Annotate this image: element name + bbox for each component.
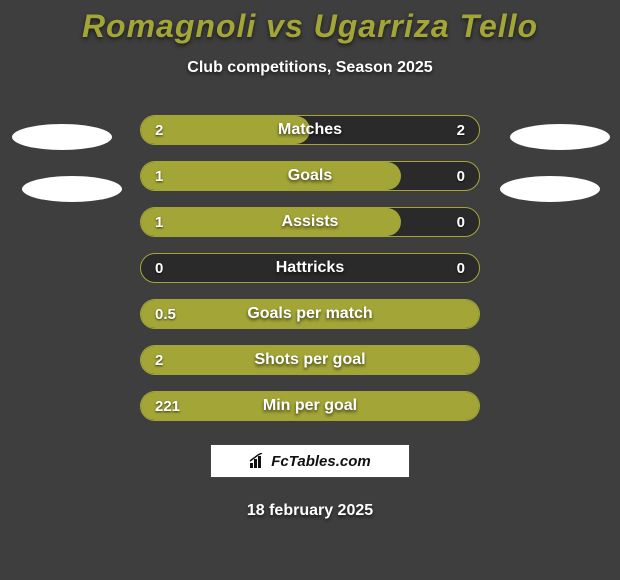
player-marker <box>510 124 610 150</box>
stat-row: 10Goals <box>140 161 480 191</box>
stat-row: 0 0Hattricks <box>140 253 480 283</box>
player-marker <box>22 176 122 202</box>
player-marker <box>12 124 112 150</box>
footer-date: 18 february 2025 <box>0 502 620 520</box>
stat-label: Hattricks <box>141 254 479 282</box>
stat-row: 22Matches <box>140 115 480 145</box>
stat-right-value: 2 <box>457 116 465 144</box>
stat-left-value: 2 <box>155 346 163 374</box>
stat-left-value: 1 <box>155 162 163 190</box>
stat-bar-fill <box>141 392 479 420</box>
stat-bar-fill <box>141 116 310 144</box>
source-badge-text: FcTables.com <box>271 453 370 470</box>
subtitle: Club competitions, Season 2025 <box>0 59 620 77</box>
stat-left-value: 2 <box>155 116 163 144</box>
stat-right-value: 0 <box>457 162 465 190</box>
stat-left-value: 0.5 <box>155 300 176 328</box>
player-marker <box>500 176 600 202</box>
chart-icon <box>249 453 267 469</box>
stat-rows: 22Matches10Goals10Assists00Hattricks0.5G… <box>0 115 620 421</box>
stat-bar-fill <box>141 346 479 374</box>
source-badge[interactable]: FcTables.com <box>210 444 410 478</box>
page-title: Romagnoli vs Ugarriza Tello <box>0 0 620 45</box>
stat-right-value: 0 <box>457 254 465 282</box>
comparison-card: Romagnoli vs Ugarriza Tello Club competi… <box>0 0 620 580</box>
stat-row: 10Assists <box>140 207 480 237</box>
stat-bar-fill <box>141 300 479 328</box>
stat-bar-fill <box>141 162 401 190</box>
stat-right-value: 0 <box>457 208 465 236</box>
stat-row: 2Shots per goal <box>140 345 480 375</box>
stat-left-value: 221 <box>155 392 180 420</box>
stat-bar-fill <box>141 208 401 236</box>
stat-left-value: 0 <box>155 254 163 282</box>
stat-row: 0.5Goals per match <box>140 299 480 329</box>
stat-row: 221Min per goal <box>140 391 480 421</box>
stat-left-value: 1 <box>155 208 163 236</box>
